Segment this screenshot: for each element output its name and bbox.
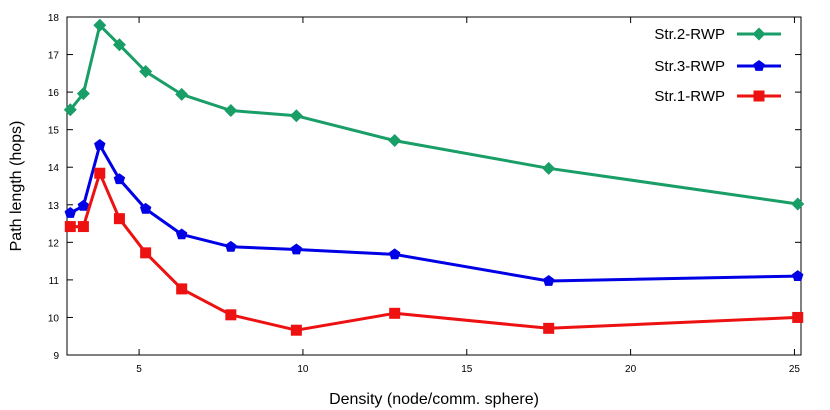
x-tick-label: 20 — [625, 364, 637, 375]
legend-marker — [753, 60, 765, 71]
data-point — [94, 167, 106, 179]
series-str-2-rwp — [63, 18, 805, 211]
data-point — [290, 243, 303, 255]
data-point — [139, 64, 153, 78]
data-point — [140, 247, 152, 259]
data-point — [225, 309, 237, 321]
y-axis-title: Path length (hops) — [8, 121, 25, 252]
data-point — [175, 228, 188, 240]
data-point — [389, 307, 401, 319]
legend-item: Str.1-RWP — [654, 88, 781, 105]
y-tick-label: 9 — [53, 351, 59, 362]
data-point — [77, 221, 89, 233]
y-tick-label: 11 — [49, 276, 60, 287]
legend-label: Str.3-RWP — [654, 58, 725, 75]
y-tick-label: 18 — [48, 13, 60, 24]
x-tick-label: 25 — [789, 364, 801, 375]
x-axis-title: Density (node/comm. sphere) — [329, 391, 539, 408]
y-tick-label: 17 — [48, 51, 60, 62]
data-point — [388, 248, 401, 260]
x-tick-label: 15 — [461, 364, 473, 375]
data-point — [542, 161, 556, 175]
y-tick-label: 14 — [48, 163, 60, 174]
y-tick-label: 13 — [48, 201, 60, 212]
series-line — [69, 23, 798, 206]
data-point — [791, 197, 805, 211]
data-point — [289, 109, 303, 123]
plot-border — [66, 16, 802, 356]
series-str-1-rwp — [64, 167, 804, 336]
data-point — [113, 173, 126, 185]
data-point — [112, 38, 126, 52]
y-tick-label: 15 — [48, 126, 60, 137]
legend: Str.2-RWP Str.3-RWP Str.1-RWP — [654, 26, 781, 105]
plot-frame — [66, 16, 802, 356]
legend-item: Str.3-RWP — [654, 58, 781, 75]
data-point — [543, 322, 555, 334]
legend-item: Str.2-RWP — [654, 26, 781, 43]
data-point — [290, 324, 302, 336]
data-point — [175, 87, 189, 101]
data-point — [94, 139, 106, 150]
data-point — [542, 275, 555, 286]
data-point — [64, 207, 76, 218]
x-tick-label: 10 — [297, 364, 309, 375]
series-str-3-rwp — [64, 139, 804, 286]
series-lines — [63, 18, 805, 336]
y-tick-label: 16 — [48, 88, 60, 99]
legend-marker — [752, 27, 766, 41]
axis-ticks: 5 10 15 20 25 9 10 11 12 13 14 15 16 17 18 — [48, 13, 801, 375]
data-point — [77, 199, 90, 211]
data-point — [93, 18, 107, 32]
data-point — [388, 134, 402, 148]
data-point — [63, 103, 77, 117]
series-line — [69, 143, 798, 283]
data-point — [139, 202, 152, 214]
x-tick-label: 5 — [136, 364, 142, 375]
legend-label: Str.1-RWP — [654, 88, 725, 105]
data-point — [64, 221, 76, 233]
data-point — [176, 283, 188, 295]
legend-marker — [753, 90, 765, 102]
data-point — [792, 270, 804, 281]
series-line — [70, 171, 798, 332]
data-point — [225, 240, 237, 252]
data-point — [76, 87, 90, 101]
y-tick-label: 12 — [48, 238, 60, 249]
legend-label: Str.2-RWP — [654, 26, 725, 43]
data-point — [224, 104, 238, 118]
data-point — [792, 311, 804, 323]
data-point — [113, 213, 125, 225]
y-tick-label: 10 — [48, 313, 60, 324]
